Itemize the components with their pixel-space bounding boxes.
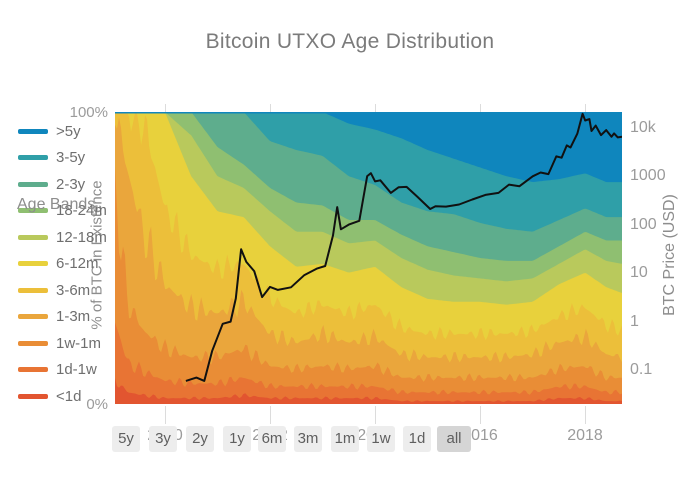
y-left-tick-0: 0%	[86, 396, 108, 413]
range-button-5y[interactable]: 5y	[112, 426, 140, 452]
range-button-all[interactable]: all	[437, 426, 471, 452]
legend-label: 3-5y	[56, 149, 86, 166]
legend-item-1-3m[interactable]: 1-3m	[18, 305, 90, 329]
x-tickmark-bottom	[375, 406, 376, 424]
band-edge-6-12m	[115, 112, 622, 306]
y-right-tick-10: 10	[630, 264, 648, 282]
legend-label: 1w-1m	[56, 334, 102, 352]
x-tickmark-top	[165, 104, 166, 112]
legend-swatch-2-3y	[18, 181, 48, 187]
x-tickmark-bottom	[480, 406, 481, 424]
band-1-3m[interactable]	[115, 117, 622, 382]
band-edge-2-3y	[115, 112, 622, 233]
legend-label: 6-12m	[56, 255, 99, 272]
band-2-3y[interactable]	[115, 112, 622, 261]
band-12-18m[interactable]	[115, 112, 622, 305]
x-tickmark-bottom	[165, 406, 166, 424]
range-button-3y[interactable]: 3y	[149, 426, 177, 452]
legend-label: <1d	[56, 387, 82, 405]
range-button-6m[interactable]: 6m	[258, 426, 286, 452]
y-right-tick-10k: 10k	[630, 118, 656, 136]
legend-label: 3-6m	[56, 281, 91, 299]
band-1w-1m[interactable]	[115, 166, 622, 395]
band-edge-3-6m	[115, 112, 622, 342]
legend-item-3-6m[interactable]: 3-6m	[18, 278, 90, 302]
btc-price-line[interactable]	[185, 112, 622, 382]
y-right-tick-1000: 1000	[630, 167, 666, 185]
range-button-1d[interactable]: 1d	[403, 426, 431, 452]
legend-item-6-12m[interactable]: 6-12m	[18, 252, 99, 276]
plot-area[interactable]	[115, 112, 622, 404]
legend-swatch-3-5y	[18, 155, 48, 160]
legend-title: Age Bands	[17, 196, 96, 213]
legend-item-1w-1m[interactable]: 1w-1m	[18, 331, 101, 355]
legend-item-<1d[interactable]: <1d	[18, 384, 81, 408]
legend-item-2-3y[interactable]: 2-3y	[18, 172, 85, 196]
chart-title: Bitcoin UTXO Age Distribution	[205, 30, 495, 53]
legend-swatch-18-24m	[18, 208, 48, 213]
x-tickmark-bottom	[270, 406, 271, 424]
band-6-12m[interactable]	[115, 112, 622, 341]
legend-swatch-6-12m	[18, 261, 48, 266]
x-tickmark-top	[480, 104, 481, 112]
legend-item->5y[interactable]: >5y	[18, 119, 81, 143]
y-right-tick-0.1: 0.1	[630, 361, 653, 379]
range-button-1m[interactable]: 1m	[331, 426, 359, 452]
legend-label: 1-3m	[56, 308, 91, 325]
legend-swatch-12-18m	[18, 234, 48, 240]
legend-item-3-5y[interactable]: 3-5y	[18, 146, 85, 170]
x-tickmark-top	[375, 104, 376, 112]
band-3-6m[interactable]	[115, 112, 622, 363]
legend-swatch-1-3m	[18, 314, 48, 319]
legend-swatch-<1d	[18, 393, 48, 399]
x-tickmark-top	[270, 104, 271, 112]
x-tick-label-2016: 2016	[462, 427, 498, 444]
x-tickmark-bottom	[585, 406, 586, 424]
range-button-3m[interactable]: 3m	[294, 426, 322, 452]
legend-item-18-24m[interactable]: 18-24m	[18, 199, 107, 223]
y-left-tick-100: 100%	[69, 104, 108, 121]
legend-swatch-1d-1w	[18, 367, 48, 372]
legend-label: 12-18m	[56, 228, 107, 246]
x-tick-label-2018: 2018	[567, 427, 603, 444]
range-button-2y[interactable]: 2y	[186, 426, 214, 452]
range-button-1w[interactable]: 1w	[367, 426, 395, 452]
legend-swatch->5y	[18, 128, 48, 134]
legend-item-1d-1w[interactable]: 1d-1w	[18, 358, 97, 382]
legend-swatch-1w-1m	[18, 340, 48, 346]
legend-label: 2-3y	[56, 175, 86, 193]
x-tickmark-top	[585, 104, 586, 112]
band->5y[interactable]	[115, 112, 622, 183]
legend-label: 18-24m	[56, 202, 107, 219]
legend-label: 1d-1w	[56, 361, 97, 378]
y-right-tick-1: 1	[630, 312, 639, 330]
band-1d-1w[interactable]	[115, 322, 622, 402]
band-3-5y[interactable]	[115, 112, 622, 232]
range-button-1y[interactable]: 1y	[223, 426, 251, 452]
y-right-tick-100: 100	[630, 215, 657, 233]
legend-swatch-3-6m	[18, 287, 48, 293]
legend-label: >5y	[56, 122, 81, 140]
legend-item-12-18m[interactable]: 12-18m	[18, 225, 107, 249]
